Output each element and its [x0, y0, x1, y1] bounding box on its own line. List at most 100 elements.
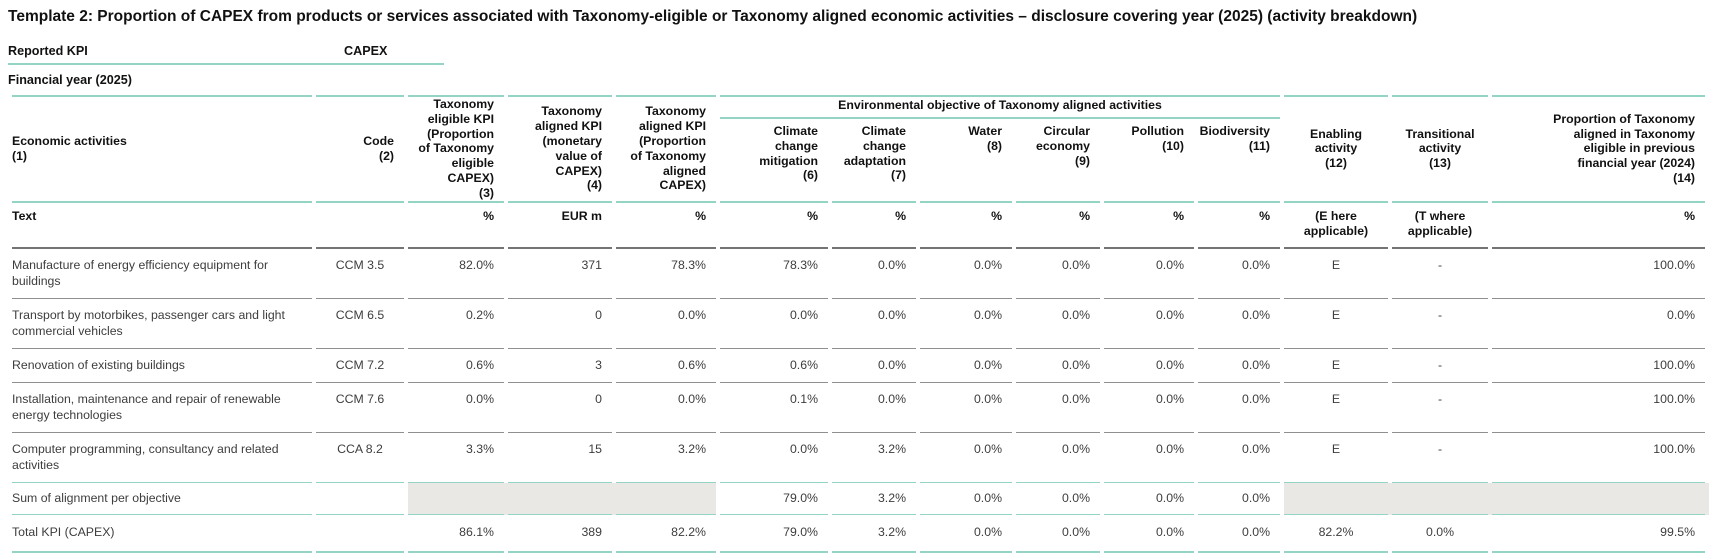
table-cell	[508, 482, 612, 515]
unit-cell-eur-m: EUR m	[508, 203, 612, 249]
column-header-climate-adaptation: Climate change adaptation (7)	[832, 119, 916, 203]
activity-row: Manufacture of energy efficiency equipme…	[12, 249, 1706, 299]
header-group-row: Economic activities (1) Code (2) Taxonom…	[12, 95, 1706, 203]
table-cell: -	[1392, 299, 1489, 349]
table-cell: 0.0%	[1198, 483, 1281, 515]
table-cell: CCM 7.6	[316, 383, 404, 433]
unit-cell-circular: %	[1016, 203, 1100, 249]
table-cell: 371	[508, 249, 612, 299]
header-sub-row: Climate change mitigation (6) Climate ch…	[12, 119, 1705, 203]
unit-cell-biodiversity: %	[1198, 203, 1281, 249]
table-cell: 0.1%	[720, 383, 828, 433]
unit-cell-adaptation: %	[832, 203, 916, 249]
table-cell: 0.0%	[1104, 249, 1194, 299]
activity-row: Computer programming, consultancy and re…	[12, 433, 1706, 483]
reported-kpi-label: Reported KPI	[8, 44, 88, 58]
table-cell: 0.0%	[1016, 483, 1100, 515]
table-cell: 0.6%	[616, 349, 716, 383]
table-cell: 79.0%	[720, 483, 828, 515]
table-cell: 0.0%	[1198, 349, 1281, 383]
table-cell: 78.3%	[616, 249, 716, 299]
column-header-eligible-kpi: Taxonomy eligible KPI (Proportion of Tax…	[408, 95, 504, 203]
column-header-code: Code (2)	[316, 95, 404, 203]
table-cell: 0.0%	[920, 249, 1012, 299]
activity-row: Transport by motorbikes, passenger cars …	[12, 299, 1706, 349]
table-cell	[1392, 482, 1489, 515]
table-cell: -	[1392, 349, 1489, 383]
row-label: Computer programming, consultancy and re…	[12, 433, 312, 483]
table-cell: 0	[508, 383, 612, 433]
row-label: Sum of alignment per objective	[12, 483, 312, 515]
table-cell: E	[1284, 349, 1389, 383]
unit-cell-text: Text	[12, 203, 312, 249]
column-header-economic-activities: Economic activities (1)	[12, 95, 312, 203]
sum-row: Sum of alignment per objective 79.0% 3.2% 0…	[12, 482, 1706, 515]
row-label: Manufacture of energy efficiency equipme…	[12, 249, 312, 299]
column-header-aligned-kpi-proportion: Taxonomy aligned KPI (Proportion of Taxo…	[616, 95, 716, 203]
table-cell: 0.0%	[832, 349, 916, 383]
taxonomy-capex-table: Economic activities (1) Code (2) Taxonom…	[8, 95, 1709, 553]
unit-cell-pollution: %	[1104, 203, 1194, 249]
table-cell: 3.2%	[832, 483, 916, 515]
column-header-biodiversity: Biodiversity (11)	[1198, 119, 1281, 203]
table-cell: 0.0%	[920, 383, 1012, 433]
unit-cell-previous-year: %	[1492, 203, 1706, 249]
table-cell: E	[1284, 299, 1389, 349]
reported-kpi-value: CAPEX	[344, 44, 388, 58]
table-cell: E	[1284, 433, 1389, 483]
table-cell: 100.0%	[1492, 433, 1706, 483]
table-cell: 0.0%	[1016, 249, 1100, 299]
table-cell: 0.6%	[720, 349, 828, 383]
row-label: Transport by motorbikes, passenger cars …	[12, 299, 312, 349]
table-cell	[316, 483, 404, 515]
unit-cell-eligible: %	[408, 203, 504, 249]
row-label: Renovation of existing buildings	[12, 349, 312, 383]
table-cell: 0.6%	[408, 349, 504, 383]
table-cell: CCM 3.5	[316, 249, 404, 299]
page-title: Template 2: Proportion of CAPEX from pro…	[8, 8, 1418, 25]
unit-cell-transitional: (T where applicable)	[1392, 203, 1489, 249]
table-cell: 3.2%	[616, 433, 716, 483]
reported-kpi-row: Reported KPI CAPEX	[8, 41, 444, 65]
table-cell: 0.0%	[1016, 383, 1100, 433]
table-cell: 15	[508, 433, 612, 483]
table-cell: -	[1392, 433, 1489, 483]
table-cell: 100.0%	[1492, 383, 1706, 433]
table-cell: 100.0%	[1492, 249, 1706, 299]
table-cell: 0.0%	[1198, 249, 1281, 299]
table-cell: 0.0%	[1104, 299, 1194, 349]
table-cell: 0.0%	[920, 349, 1012, 383]
table-cell	[1492, 482, 1706, 515]
units-row: Text % EUR m % % % % % % % (E here appli…	[12, 203, 1706, 249]
env-objectives-group-header: Environmental objective of Taxonomy alig…	[720, 95, 1281, 119]
table-cell: 0.0%	[720, 433, 828, 483]
table-cell: 0.0%	[616, 383, 716, 433]
table-cell: 0.0%	[408, 383, 504, 433]
table-cell: 0.0%	[1492, 299, 1706, 349]
table-cell: 0.0%	[920, 299, 1012, 349]
table-cell: 0.2%	[408, 299, 504, 349]
table-cell	[616, 482, 716, 515]
table-cell: 100.0%	[1492, 349, 1706, 383]
unit-cell-code	[316, 203, 404, 249]
table-cell	[408, 482, 504, 515]
unit-cell-mitigation: %	[720, 203, 828, 249]
column-header-transitional-activity: Transitional activity (13)	[1392, 95, 1489, 203]
table-cell: 0.0%	[832, 249, 916, 299]
column-header-aligned-kpi-monetary: Taxonomy aligned KPI (monetary value of …	[508, 95, 612, 203]
table-cell: 3.3%	[408, 433, 504, 483]
table-cell: 0.0%	[1104, 483, 1194, 515]
column-header-proportion-previous-year: Proportion of Taxonomy aligned in Taxono…	[1492, 95, 1706, 203]
table-cell: 0.0%	[1016, 299, 1100, 349]
table-cell: 0.0%	[832, 383, 916, 433]
table-cell: 0.0%	[1104, 349, 1194, 383]
table-cell: 0.0%	[720, 299, 828, 349]
table-cell: 3	[508, 349, 612, 383]
unit-cell-enabling: (E here applicable)	[1284, 203, 1389, 249]
column-header-circular-economy: Circular economy (9)	[1016, 119, 1100, 203]
column-header-water: Water (8)	[920, 119, 1012, 203]
table-cell: 78.3%	[720, 249, 828, 299]
table-cell: E	[1284, 249, 1389, 299]
column-header-enabling-activity: Enabling activity (12)	[1284, 95, 1389, 203]
